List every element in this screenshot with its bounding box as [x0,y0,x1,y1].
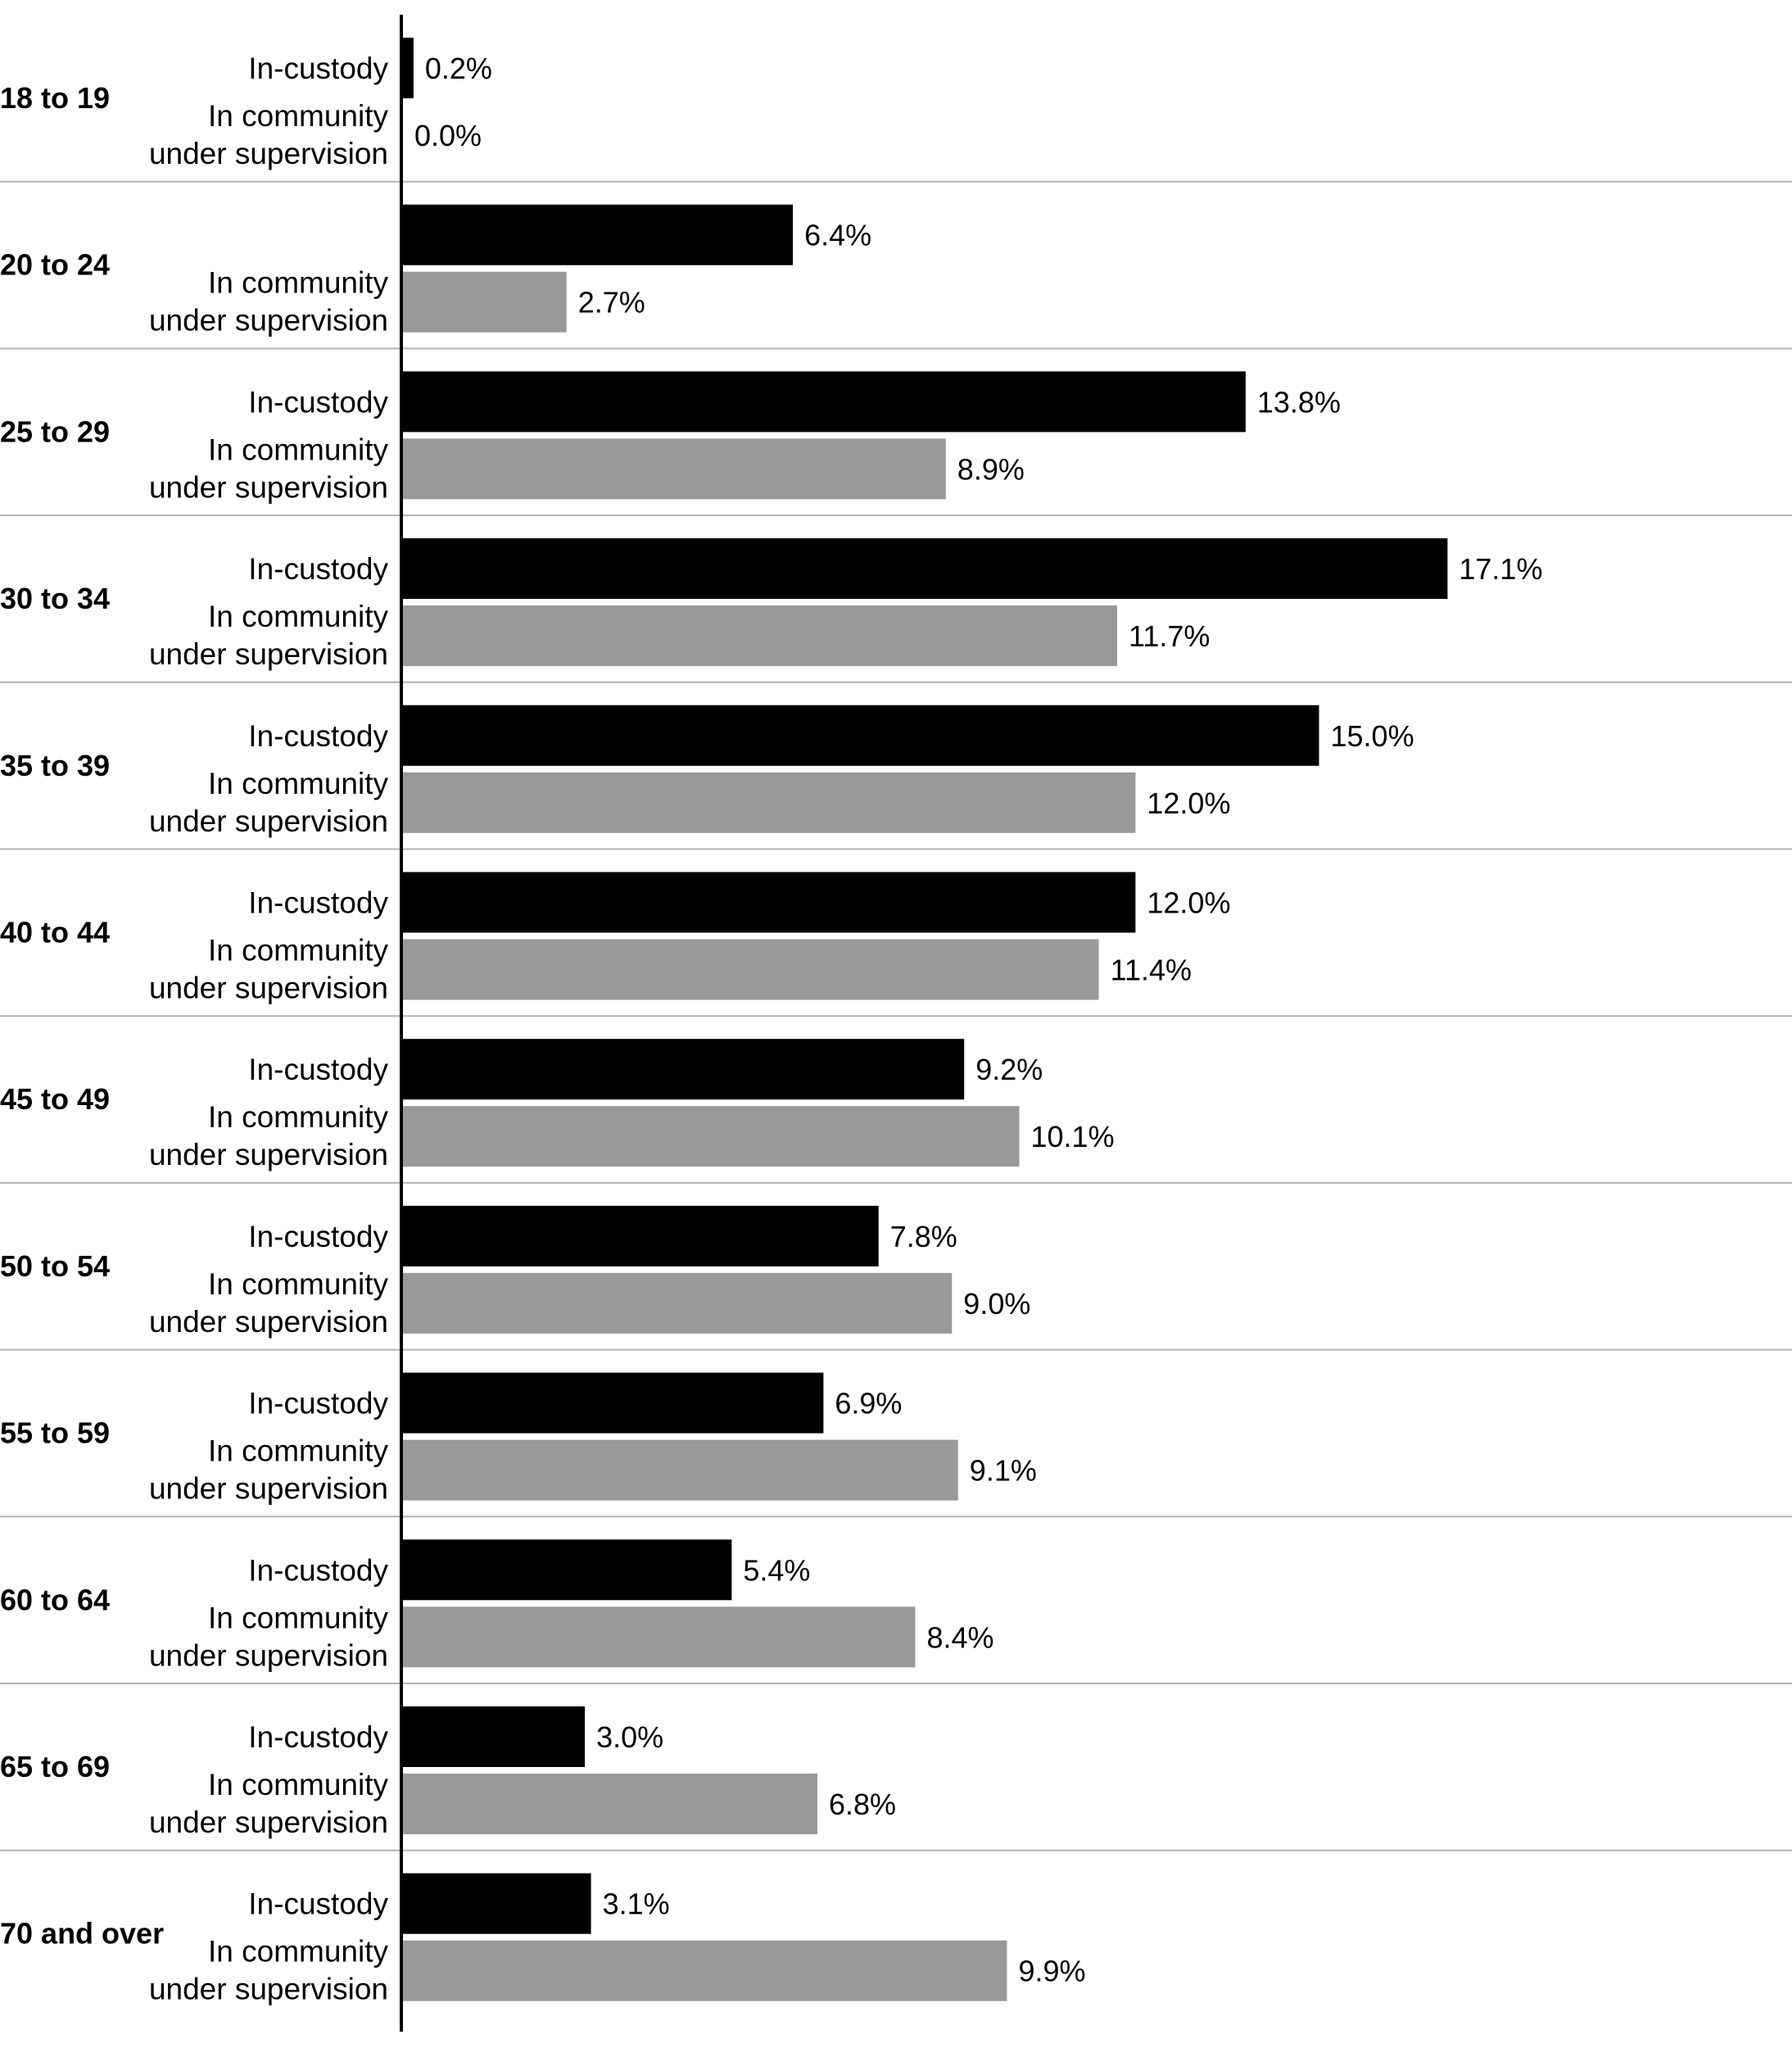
age-group-label-65-to-69: 65 to 69 [0,1750,110,1783]
supervision-label-70-and-over: under supervision [149,1973,388,2006]
labels: 18 to 19 In-custody In community under supe… [0,52,1542,2006]
community-label-65-to-69: In community [208,1768,389,1801]
community-label-25-to-29: In community [208,433,389,466]
age-group-label-40-to-44: 40 to 44 [0,916,110,949]
community-bar-65-to-69 [401,1774,817,1834]
in-custody-value-70-and-over: 3.1% [603,1887,670,1921]
supervision-label-20-to-24: under supervision [149,304,388,338]
age-group-label-25-to-29: 25 to 29 [0,415,110,448]
supervision-label-60-to-64: under supervision [149,1638,388,1672]
supervision-label-30-to-34: under supervision [149,637,388,671]
community-label-35-to-39: In community [208,767,389,800]
supervision-label-35-to-39: under supervision [149,804,388,838]
community-label-40-to-44: In community [208,934,389,967]
category-separators [0,180,1792,1851]
age-group-label-45-to-49: 45 to 49 [0,1082,110,1116]
supervision-label-55-to-59: under supervision [149,1472,388,1506]
community-bar-20-to-24 [401,271,567,333]
community-bar-35-to-39 [401,772,1136,833]
age-group-label-50-to-54: 50 to 54 [0,1249,110,1283]
in-custody-label-50-to-54: In-custody [248,1220,388,1253]
supervision-label-45-to-49: under supervision [149,1138,388,1171]
age-group-label-18-to-19: 18 to 19 [0,81,110,115]
supervision-label-50-to-54: under supervision [149,1305,388,1339]
in-custody-value-55-to-59: 6.9% [835,1387,902,1420]
in-custody-value-60-to-64: 5.4% [743,1553,810,1587]
in-custody-label-65-to-69: In-custody [248,1720,388,1754]
age-group-label-60-to-64: 60 to 64 [0,1583,110,1616]
in-custody-value-18-to-19: 0.2% [425,52,492,85]
in-custody-value-65-to-69: 3.0% [596,1720,663,1754]
in-custody-bar-25-to-29 [401,371,1246,433]
in-custody-bar-70-and-over [401,1873,591,1934]
age-group-label-30-to-34: 30 to 34 [0,582,110,615]
in-custody-value-45-to-49: 9.2% [975,1053,1043,1086]
in-custody-bar-60-to-64 [401,1539,732,1601]
community-value-50-to-54: 9.0% [963,1287,1030,1321]
in-custody-bar-45-to-49 [401,1039,965,1100]
in-custody-label-30-to-34: In-custody [248,552,388,586]
in-custody-value-30-to-34: 17.1% [1459,552,1542,586]
bars [401,38,1448,2001]
in-custody-bar-30-to-34 [401,538,1448,600]
in-custody-label-60-to-64: In-custody [248,1553,388,1587]
age-group-label-35-to-39: 35 to 39 [0,749,110,782]
supervision-label-25-to-29: under supervision [149,470,388,504]
in-custody-value-50-to-54: 7.8% [890,1220,957,1253]
age-group-label-70-and-over: 70 and over [0,1917,164,1951]
community-label-50-to-54: In community [208,1267,389,1301]
community-bar-40-to-44 [401,939,1099,1000]
in-custody-label-25-to-29: In-custody [248,385,388,419]
in-custody-label-35-to-39: In-custody [248,719,388,753]
community-value-25-to-29: 8.9% [957,452,1025,486]
supervision-label-65-to-69: under supervision [149,1806,388,1839]
in-custody-value-40-to-44: 12.0% [1147,886,1230,920]
in-custody-bar-65-to-69 [401,1706,586,1767]
in-custody-label-70-and-over: In-custody [248,1887,388,1921]
supervision-label-40-to-44: under supervision [149,972,388,1005]
community-bar-50-to-54 [401,1272,953,1334]
community-bar-30-to-34 [401,605,1117,667]
community-value-60-to-64: 8.4% [927,1620,994,1654]
in-custody-bar-55-to-59 [401,1372,824,1434]
in-custody-value-20-to-24: 6.4% [804,219,871,252]
in-custody-label-18-to-19: In-custody [248,52,388,85]
community-label-55-to-59: In community [208,1434,389,1468]
community-label-60-to-64: In community [208,1601,389,1634]
in-custody-value-25-to-29: 13.8% [1257,385,1341,419]
in-custody-bar-40-to-44 [401,872,1136,933]
in-custody-label-55-to-59: In-custody [248,1387,388,1420]
community-value-20-to-24: 2.7% [578,286,645,319]
in-custody-bar-50-to-54 [401,1205,879,1266]
supervision-label-18-to-19: under supervision [149,137,388,170]
community-label-20-to-24: In community [208,266,389,300]
in-custody-label-45-to-49: In-custody [248,1053,388,1086]
community-value-18-to-19: 0.0% [414,119,482,152]
community-value-45-to-49: 10.1% [1031,1120,1115,1153]
community-bar-45-to-49 [401,1106,1020,1167]
in-custody-value-35-to-39: 15.0% [1331,719,1414,753]
in-custody-label-40-to-44: In-custody [248,886,388,920]
in-custody-bar-20-to-24 [401,204,794,265]
community-bar-70-and-over [401,1940,1007,2001]
community-value-70-and-over: 9.9% [1019,1955,1086,1988]
community-value-65-to-69: 6.8% [829,1787,896,1821]
community-bar-25-to-29 [401,438,946,500]
community-bar-60-to-64 [401,1606,916,1668]
in-custody-bar-35-to-39 [401,705,1319,766]
community-label-70-and-over: In community [208,1935,389,1969]
community-value-30-to-34: 11.7% [1129,619,1210,653]
community-bar-55-to-59 [401,1439,958,1501]
community-label-18-to-19: In community [208,99,389,133]
in-custody-bar-18-to-19 [401,38,414,98]
age-group-label-20-to-24: 20 to 24 [0,248,110,282]
community-value-35-to-39: 12.0% [1147,786,1230,820]
community-value-55-to-59: 9.1% [970,1454,1037,1488]
community-label-45-to-49: In community [208,1100,389,1134]
community-label-30-to-34: In community [208,600,389,633]
community-value-40-to-44: 11.4% [1111,954,1192,987]
age-group-label-55-to-59: 55 to 59 [0,1416,110,1450]
